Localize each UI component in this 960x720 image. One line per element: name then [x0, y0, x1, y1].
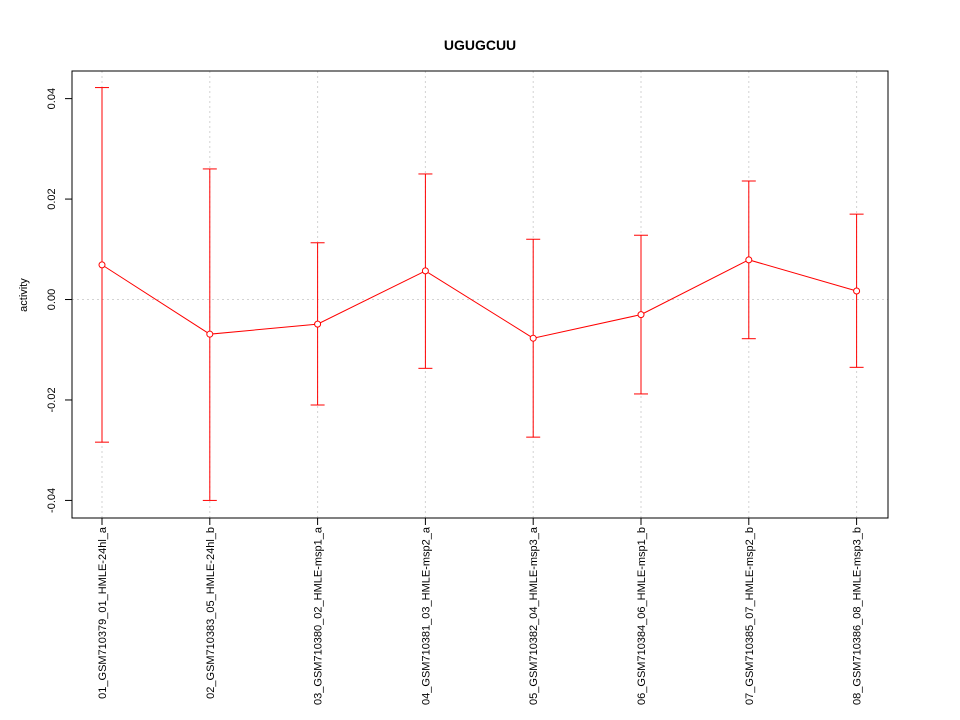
x-tick-label: 06_GSM710384_06_HMLE-msp1_b — [636, 527, 648, 705]
plot-frame — [71, 70, 889, 519]
y-tick-label: 0.04 — [46, 88, 58, 109]
x-tick-label: 04_GSM710381_03_HMLE-msp2_a — [420, 526, 432, 705]
x-tick-label: 08_GSM710386_08_HMLE-msp3_b — [852, 527, 864, 705]
data-point — [98, 261, 106, 269]
data-point — [314, 320, 322, 328]
y-axis: -0.04 -0.02 0.00 0.02 0.04 — [46, 88, 72, 513]
chart-title: UGUGCUU — [444, 37, 516, 53]
data-point — [529, 334, 537, 342]
data-point — [853, 287, 861, 295]
y-tick-label: -0.04 — [46, 488, 58, 513]
x-tick-label: 05_GSM710382_04_HMLE-msp3_a — [528, 526, 540, 705]
x-tick-label: 02_GSM710383_05_HMLE-24hl_b — [205, 527, 217, 699]
series-line-layer — [101, 259, 857, 339]
y-tick-label: -0.02 — [46, 387, 58, 412]
series-line — [101, 259, 857, 339]
y-tick-label: 0.02 — [46, 188, 58, 209]
y-tick-label: 0.00 — [46, 289, 58, 310]
data-point — [745, 256, 753, 264]
data-point — [637, 311, 645, 319]
x-tick-label: 03_GSM710380_02_HMLE-msp1_a — [313, 526, 325, 705]
x-axis: 01_GSM710379_01_HMLE-24hl_a 02_GSM710383_… — [97, 518, 864, 705]
error-bars-layer — [95, 87, 864, 501]
points-layer — [98, 256, 861, 342]
data-point — [421, 267, 429, 275]
x-tick-label: 07_GSM710385_07_HMLE-msp2_b — [744, 527, 756, 705]
grid-layer — [72, 71, 888, 518]
x-tick-label: 01_GSM710379_01_HMLE-24hl_a — [97, 526, 109, 699]
data-point — [206, 330, 214, 338]
y-axis-label: activity — [18, 278, 30, 312]
